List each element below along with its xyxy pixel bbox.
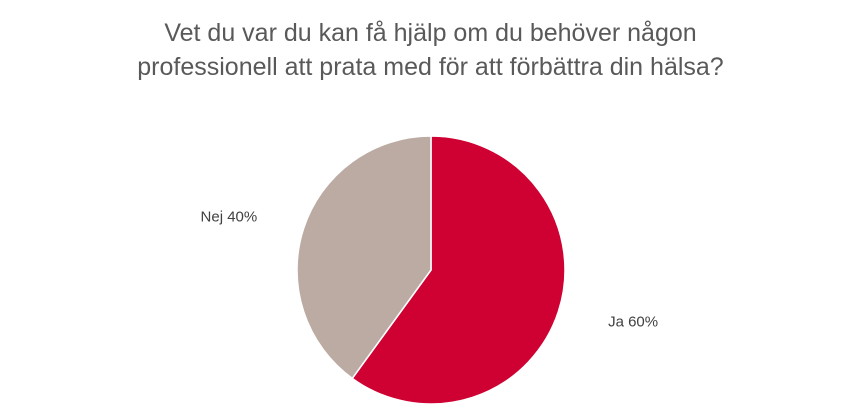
slice-category: Ja	[608, 314, 625, 331]
slice-value: 60%	[628, 314, 658, 331]
slice-label: Nej 40%	[201, 208, 258, 225]
slice-category: Nej	[201, 208, 224, 225]
pie-slice	[296, 135, 432, 380]
slice-label: Ja 60%	[608, 314, 658, 331]
pie-slice	[351, 135, 566, 405]
slice-value: 40%	[227, 208, 257, 225]
chart-title: Vet du var du kan få hjälp om du behöver…	[137, 19, 724, 81]
